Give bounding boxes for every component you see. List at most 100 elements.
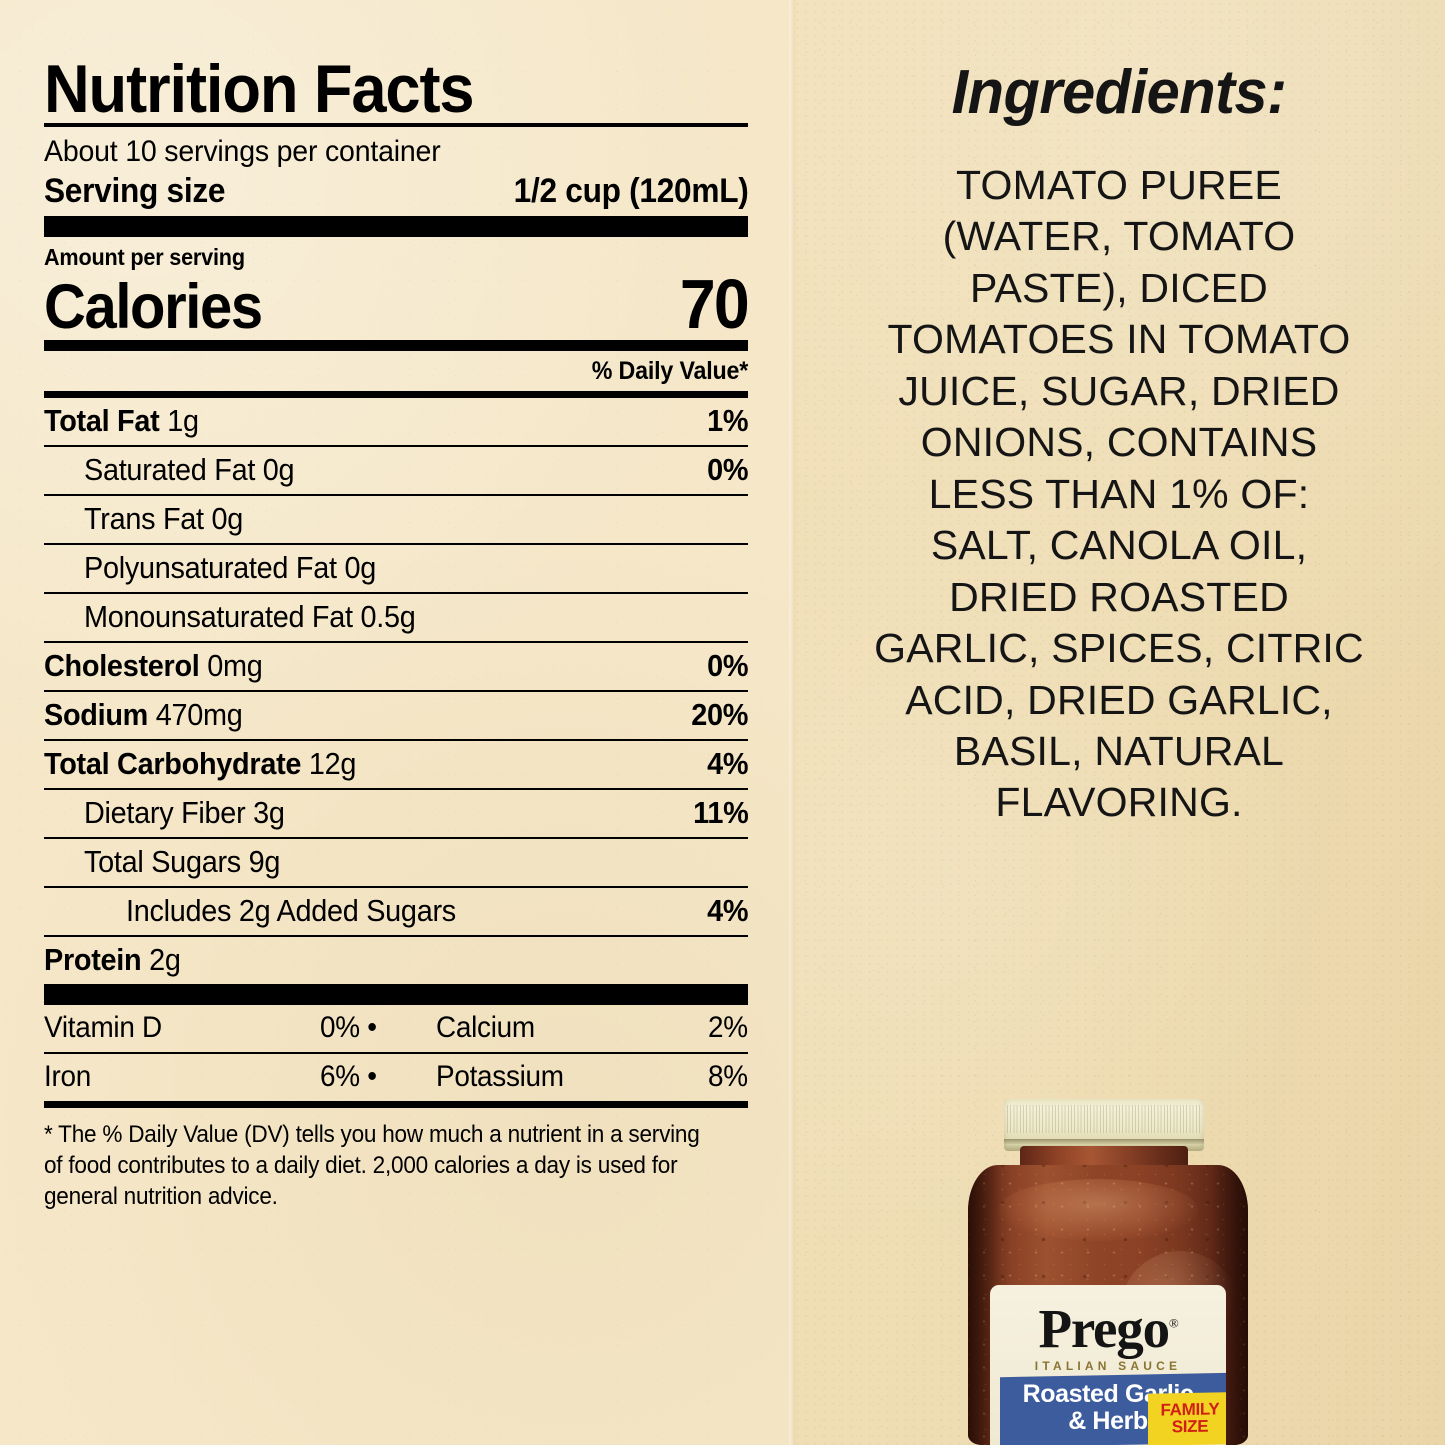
nutrient-name: Sodium 470mg: [44, 696, 243, 732]
rule-thick-top: [44, 216, 748, 238]
nutrient-daily-value: 20%: [691, 696, 748, 732]
nutrient-name: Total Sugars 9g: [84, 843, 281, 879]
nutrient-row-divider: [44, 591, 748, 594]
micronutrient-name-a: Iron: [44, 1059, 91, 1093]
micronutrient-name-a: Vitamin D: [44, 1010, 162, 1044]
nutrient-row-divider: [44, 444, 748, 447]
ingredients-line: JUICE, SUGAR, DRIED: [898, 367, 1340, 414]
rule-under-calories: [44, 339, 748, 351]
nutrient-row: Saturated Fat 0g 0%: [44, 447, 748, 494]
nutrient-row-divider: [44, 885, 748, 888]
ingredients-section: Ingredients: TOMATO PUREE (WATER, TOMATO P…: [806, 62, 1432, 829]
nutrient-row-divider: [44, 787, 748, 790]
nutrient-row-divider: [44, 934, 748, 937]
ingredients-text: TOMATO PUREE (WATER, TOMATO PASTE), DICED T…: [806, 160, 1432, 829]
ingredients-line: (WATER, TOMATO: [942, 213, 1296, 260]
nutrient-row-divider: [44, 640, 748, 643]
family-size-line-1: FAMILY: [1160, 1399, 1220, 1420]
ingredients-heading: Ingredients:: [951, 58, 1287, 127]
nutrient-name: Includes 2g Added Sugars: [126, 892, 456, 928]
daily-value-header-text: % Daily Value*: [591, 356, 749, 385]
nutrient-daily-value: 1%: [706, 402, 748, 438]
ingredients-line: BASIL, NATURAL: [953, 727, 1285, 774]
nutrient-row: Protein 2g: [44, 937, 748, 984]
nutrient-row: Total Fat 1g 1%: [44, 398, 748, 445]
serving-size-label: Serving size: [44, 172, 226, 211]
variant-line-2: & Herb: [1068, 1406, 1148, 1435]
serving-size-value: 1/2 cup (120mL): [513, 172, 748, 211]
ingredients-line: PASTE), DICED: [970, 264, 1268, 311]
ingredients-line: TOMATOES IN TOMATO: [887, 316, 1351, 363]
daily-value-header: % Daily Value*: [44, 351, 749, 391]
micronutrient-name-b: Potassium: [436, 1059, 564, 1093]
nutrient-daily-value: 0%: [706, 647, 748, 683]
micronutrient-pct-b: 8%: [708, 1059, 748, 1093]
nutrient-row: Trans Fat 0g: [44, 496, 748, 543]
micronutrient-rows: Vitamin D 0% • Calcium 2% Iron 6% • Potassium 8…: [44, 1005, 748, 1101]
ingredients-line: TOMATO PUREE: [956, 162, 1282, 208]
micronutrient-name-b: Calcium: [436, 1010, 535, 1044]
nutrient-name: Protein 2g: [44, 941, 181, 977]
ingredients-line: ACID, DRIED GARLIC,: [905, 676, 1333, 723]
rule-under-title: [44, 122, 748, 127]
nutrient-name: Polyunsaturated Fat 0g: [84, 549, 376, 585]
nutrient-name: Total Carbohydrate 12g: [44, 745, 357, 781]
micronutrient-row-divider: [44, 1051, 748, 1054]
nutrient-name: Cholesterol 0mg: [44, 647, 263, 683]
nutrient-row: Cholesterol 0mg 0%: [44, 643, 748, 690]
nutrient-row: Sodium 470mg 20%: [44, 692, 748, 739]
prego-brand-text: Prego: [1038, 1298, 1170, 1359]
nutrient-row: Total Sugars 9g: [44, 839, 748, 886]
servings-per-container: About 10 servings per container: [44, 134, 441, 168]
nutrient-row: Dietary Fiber 3g 11%: [44, 790, 748, 837]
amount-per-serving-label: Amount per serving: [44, 244, 245, 271]
nutrition-facts-label: Nutrition Facts About 10 servings per co…: [44, 51, 750, 1212]
ingredients-line: SALT, CANOLA OIL,: [930, 522, 1308, 569]
nutrient-row: Polyunsaturated Fat 0g: [44, 545, 748, 592]
nutrient-name: Monounsaturated Fat 0.5g: [84, 598, 416, 634]
nutrient-name-bold: Total Fat: [44, 402, 160, 438]
daily-value-footnote: * The % Daily Value (DV) tells you how m…: [44, 1120, 700, 1210]
micronutrient-pct-b: 2%: [708, 1010, 748, 1044]
ingredients-line: LESS THAN 1% OF:: [928, 470, 1310, 517]
nutrient-row-divider: [44, 493, 748, 496]
nutrient-name-bold: Sodium: [44, 696, 149, 732]
nutrient-rows: Total Fat 1g 1% Saturated Fat 0g 0% Trans Fa…: [44, 398, 748, 984]
nutrient-row: Total Carbohydrate 12g 4%: [44, 741, 748, 788]
nutrition-panel-background: [0, 0, 793, 1445]
registered-trademark-icon: ®: [1168, 1315, 1179, 1331]
prego-brand-wordmark: Prego®: [990, 1301, 1226, 1356]
nutrient-name-bold: Total Carbohydrate: [44, 745, 302, 781]
nutrient-daily-value: 4%: [706, 745, 748, 781]
nutrient-name: Trans Fat 0g: [84, 500, 244, 536]
italian-sauce-tagline: ITALIAN SAUCE: [1034, 1359, 1182, 1373]
nutrient-row-divider: [44, 542, 748, 545]
ingredients-line: GARLIC, SPICES, CITRIC: [874, 625, 1364, 672]
rule-above-nutrients: [44, 390, 748, 398]
nutrient-name: Total Fat 1g: [44, 402, 199, 438]
ingredients-line: DRIED ROASTED: [949, 573, 1289, 620]
nutrient-row: Monounsaturated Fat 0.5g: [44, 594, 748, 641]
micronutrient-pct-a: 6% •: [320, 1059, 377, 1093]
nutrient-name: Saturated Fat 0g: [84, 451, 295, 487]
nutrient-row-divider: [44, 689, 748, 692]
nutrient-name-bold: Cholesterol: [44, 647, 200, 683]
nutrition-facts-title: Nutrition Facts: [44, 51, 475, 127]
micronutrient-pct-a: 0% •: [320, 1010, 377, 1044]
family-size-badge: FAMILY SIZE: [1148, 1392, 1226, 1445]
micronutrient-row: Vitamin D 0% • Calcium 2%: [44, 1005, 748, 1052]
calories-row: Calories 70: [44, 269, 750, 340]
nutrient-daily-value: 0%: [706, 451, 748, 487]
ingredients-line: FLAVORING.: [995, 779, 1243, 826]
nutrient-row-divider: [44, 836, 748, 839]
nutrient-name: Dietary Fiber 3g: [84, 794, 285, 830]
family-size-line-2: SIZE: [1171, 1416, 1209, 1437]
panel-divider: [789, 0, 797, 1445]
nutrient-daily-value: 11%: [692, 794, 749, 830]
nutrient-row-divider: [44, 738, 748, 741]
serving-size-row: Serving size 1/2 cup (120mL): [44, 169, 748, 216]
jar-cap: [1004, 1099, 1204, 1151]
rule-below-micronutrients: [44, 1100, 748, 1108]
ingredients-line: ONIONS, CONTAINS: [920, 419, 1318, 466]
